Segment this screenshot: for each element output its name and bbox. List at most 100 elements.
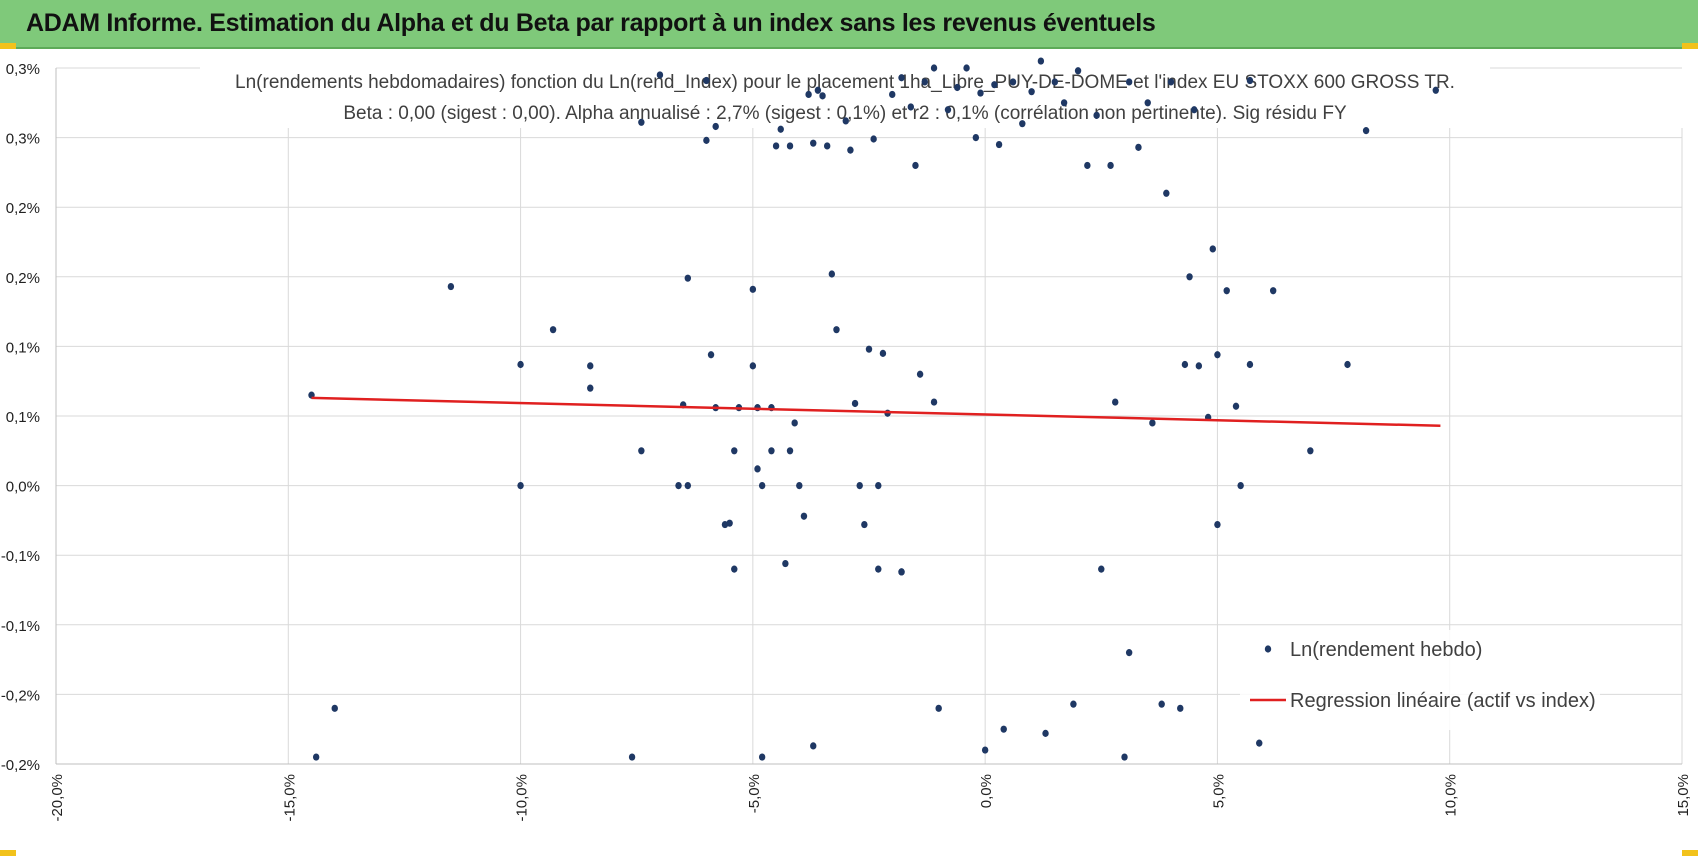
y-tick-label: 0,2% (6, 270, 40, 287)
data-point (517, 482, 524, 490)
x-tick-label: -5,0% (746, 774, 763, 813)
data-point (954, 83, 961, 92)
data-point (1181, 360, 1189, 369)
data-point (833, 326, 840, 334)
data-point (1009, 78, 1017, 86)
data-point (638, 118, 645, 126)
data-point (1060, 99, 1068, 107)
data-point (865, 345, 873, 353)
data-point (1214, 351, 1221, 359)
y-tick-label: -0,1% (1, 618, 40, 635)
chart-title: Ln(rendements hebdomadaires) fonction du… (235, 72, 1455, 93)
corner-marker-top-right (1682, 43, 1698, 49)
legend-label-regression: Regression linéaire (actif vs index) (1290, 690, 1596, 712)
data-point (819, 92, 826, 100)
data-point (972, 134, 980, 142)
y-tick-label: 0,3% (6, 61, 40, 78)
data-point (823, 142, 831, 150)
data-point (828, 270, 836, 278)
data-point (912, 161, 919, 170)
report-header: ADAM Informe. Estimation du Alpha et du … (0, 0, 1698, 49)
corner-marker-bottom-right (1682, 850, 1698, 856)
data-point (587, 384, 594, 392)
y-tick-label: -0,1% (1, 548, 40, 565)
legend-label-points: Ln(rendement hebdo) (1290, 639, 1482, 661)
data-point (684, 274, 692, 282)
data-point (638, 447, 645, 455)
data-point (707, 351, 715, 359)
y-tick-label: 0,0% (6, 479, 40, 496)
data-point (1125, 78, 1133, 86)
data-point (800, 512, 808, 520)
x-tick-label: -15,0% (281, 774, 298, 822)
data-point (805, 90, 812, 99)
data-point (1051, 78, 1059, 86)
data-point (1107, 161, 1114, 170)
data-point (703, 136, 710, 144)
data-point (898, 568, 905, 576)
data-point (991, 81, 998, 89)
data-point (995, 140, 1003, 149)
data-point (1028, 88, 1035, 96)
data-point (777, 125, 784, 133)
data-point (875, 482, 882, 490)
data-point (1214, 520, 1221, 529)
data-point (447, 282, 455, 291)
data-point (1167, 78, 1175, 86)
data-point (731, 447, 738, 455)
data-point (1000, 725, 1007, 733)
data-point (796, 482, 803, 490)
y-tick-label: -0,2% (1, 687, 40, 704)
data-point (1195, 362, 1203, 370)
x-tick-label: -20,0% (49, 774, 66, 822)
data-point (944, 106, 952, 114)
chart-area: 0,3% 0,3% 0,2% 0,2% 0,1% 0,1% 0,0% -0,1% -0,1% -0… (0, 52, 1698, 856)
data-point (1186, 273, 1193, 281)
data-point (768, 447, 775, 455)
data-point (1074, 67, 1082, 75)
data-point (1093, 111, 1100, 119)
data-point (786, 142, 794, 150)
data-point (1223, 287, 1230, 295)
scatter-chart: 0,3% 0,3% 0,2% 0,2% 0,1% 0,1% 0,0% -0,1% -0,1% -0… (1, 57, 1692, 822)
data-point (754, 465, 761, 473)
data-point (684, 482, 692, 490)
report-title: ADAM Informe. Estimation du Alpha et du … (26, 9, 1156, 37)
data-point (312, 753, 320, 761)
y-tick-label: -0,2% (1, 757, 40, 774)
data-point (791, 419, 798, 427)
data-point (1269, 287, 1277, 295)
data-point (1237, 482, 1244, 490)
y-tick-label: 0,3% (6, 131, 40, 148)
data-point (814, 86, 822, 94)
data-point (331, 704, 338, 712)
data-point (758, 753, 766, 761)
data-point (786, 447, 794, 455)
x-tick-label: 10,0% (1443, 774, 1460, 817)
data-point (587, 362, 594, 370)
corner-marker-bottom-left (0, 850, 16, 856)
data-point (675, 482, 682, 490)
legend-marker-points (1264, 645, 1272, 653)
data-point (1125, 649, 1133, 657)
data-point (1149, 419, 1156, 427)
data-point (1163, 189, 1170, 197)
data-point (749, 362, 757, 370)
data-point (1158, 700, 1165, 708)
data-point (1135, 143, 1142, 151)
data-point (1121, 753, 1128, 761)
data-point (1362, 127, 1370, 135)
x-tick-label: 15,0% (1675, 774, 1692, 817)
data-point (1344, 360, 1351, 369)
data-point (1232, 402, 1240, 410)
data-point (898, 74, 905, 82)
data-point (810, 742, 817, 750)
data-point (1084, 161, 1091, 170)
data-point (1098, 565, 1105, 573)
y-tick-label: 0,2% (6, 200, 40, 217)
data-point (1112, 398, 1119, 406)
data-point (703, 76, 710, 85)
data-point (921, 78, 928, 86)
legend-box (1240, 630, 1600, 730)
